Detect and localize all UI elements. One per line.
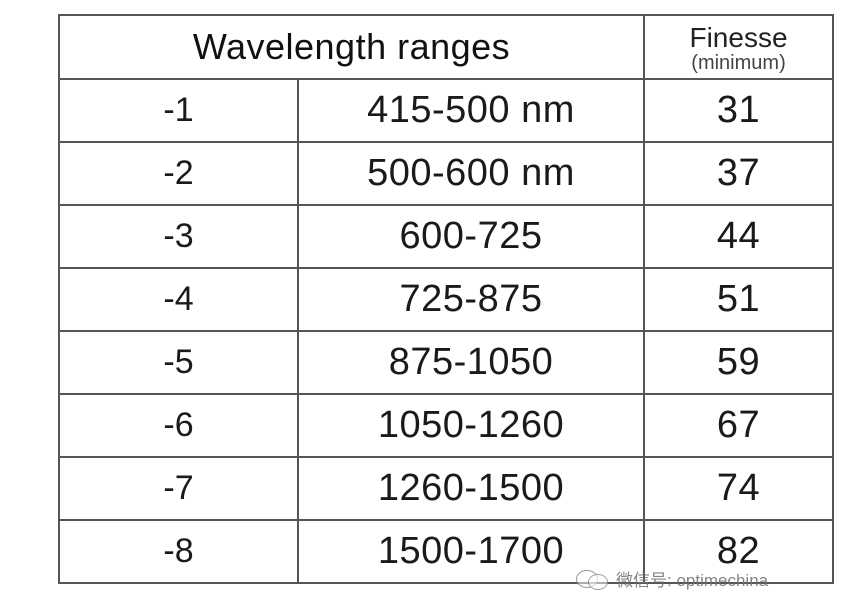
range-code-cell: -1 [58,78,299,143]
finesse-header-subtitle: (minimum) [691,51,786,74]
table-row: -2 500-600 nm 37 [58,141,835,206]
finesse-value-cell: 31 [643,78,835,143]
wavelength-range-cell: 600-725 [296,204,646,269]
table-row: -3 600-725 44 [58,204,835,269]
table-row: -1 415-500 nm 31 [58,78,835,143]
wavelength-range-cell: 415-500 nm [296,78,646,143]
watermark-text: 微信号: optimechina [616,571,769,590]
range-code-cell: -5 [58,330,299,395]
wavelength-range-cell: 1050-1260 [296,393,646,458]
table-header-row: Wavelength ranges Finesse (minimum) [57,14,835,80]
finesse-header-title: Finesse [689,21,788,53]
range-code-cell: -2 [58,141,299,206]
wavelength-range-cell: 875-1050 [296,330,646,395]
range-code-cell: -3 [58,204,299,269]
wavelength-ranges-header: Wavelength ranges [57,14,646,80]
range-code-cell: -8 [58,519,299,584]
finesse-value-cell: 67 [643,393,835,458]
wavelength-finesse-table: Wavelength ranges Finesse (minimum) -1 4… [57,14,835,584]
wechat-icon [576,568,610,590]
table-row: -7 1260-1500 74 [58,456,835,521]
table-row: -5 875-1050 59 [58,330,835,395]
finesse-value-cell: 59 [643,330,835,395]
finesse-value-cell: 44 [643,204,835,269]
table-row: -6 1050-1260 67 [58,393,835,458]
wavelength-range-cell: 1260-1500 [296,456,646,521]
range-code-cell: -7 [58,456,299,521]
finesse-header: Finesse (minimum) [643,14,835,80]
range-code-cell: -4 [58,267,299,332]
finesse-value-cell: 37 [643,141,835,206]
wavelength-range-cell: 725-875 [296,267,646,332]
wavelength-range-cell: 500-600 nm [296,141,646,206]
table-row: -8 1500-1700 82 [58,519,835,584]
watermark: 微信号: optimechina [576,566,768,591]
range-code-cell: -6 [58,393,299,458]
finesse-value-cell: 74 [643,456,835,521]
finesse-value-cell: 51 [643,267,835,332]
table-row: -4 725-875 51 [58,267,835,332]
finesse-value-cell: 82 [643,519,835,584]
